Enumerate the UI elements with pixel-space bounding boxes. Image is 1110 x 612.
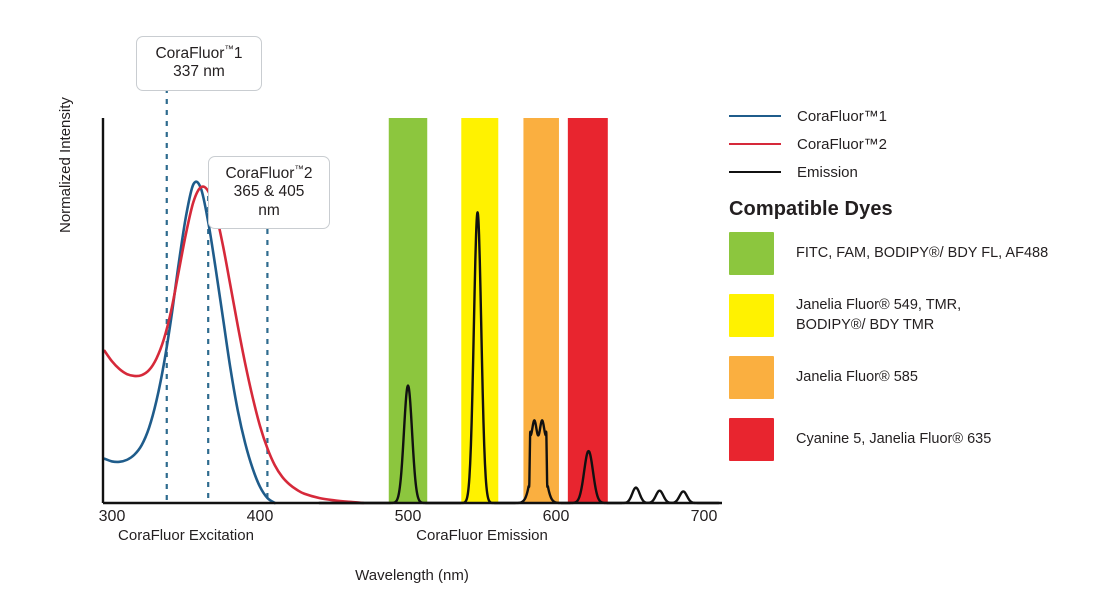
legend-row-2: Emission <box>729 163 1104 181</box>
dye-label-line-1-1: BODIPY®/ BDY TMR <box>796 316 935 333</box>
x-tick-500: 500 <box>394 508 422 525</box>
compatible-dyes-list: FITC, FAM, BODIPY®/ BDY FL, AF488 Janelia… <box>729 232 1104 480</box>
x-tick-700: 700 <box>690 508 718 525</box>
dye-row-0: FITC, FAM, BODIPY®/ BDY FL, AF488 <box>729 232 1104 275</box>
dye-row-1: Janelia Fluor® 549, TMR, BODIPY®/ BDY TMR <box>729 294 1104 337</box>
x-tick-600: 600 <box>542 508 570 525</box>
x-tick-300: 300 <box>98 508 126 525</box>
dye-label-1: Janelia Fluor® 549, TMR, BODIPY®/ BDY TMR <box>796 296 961 334</box>
trademark-icon: ™ <box>294 164 304 175</box>
x-tick-400: 400 <box>246 508 274 525</box>
dye-label-0: FITC, FAM, BODIPY®/ BDY FL, AF488 <box>796 244 1048 263</box>
dye-color-swatch-1 <box>729 294 774 337</box>
trademark-icon: ™ <box>224 44 234 55</box>
dye-color-swatch-3 <box>729 418 774 461</box>
curve-CoraFluor1 <box>103 180 277 505</box>
dye-color-swatch-2 <box>729 356 774 399</box>
legend-line-swatch-2 <box>729 171 781 173</box>
callout-cf2-name: CoraFluor <box>225 165 295 183</box>
y-axis-label: Normalized Intensity <box>57 97 74 233</box>
callout-cf1-suffix: 1 <box>233 45 243 63</box>
curve-CoraFluor2 <box>103 185 365 505</box>
callout-cf1-value: 337 nm <box>173 63 225 81</box>
legend-line-swatch-1 <box>729 143 781 145</box>
callout-cf1-name: CoraFluor <box>155 45 225 63</box>
dye-label-2: Janelia Fluor® 585 <box>796 368 918 387</box>
dye-label-line-0-0: FITC, FAM, BODIPY®/ BDY FL, AF488 <box>796 244 1049 261</box>
callout-corafluor2: CoraFluor™2 365 & 405 nm <box>208 156 330 229</box>
curve-emission <box>318 211 720 505</box>
callout-cf1-title: CoraFluor™1 <box>155 44 243 63</box>
legend-label-0: CoraFluor™1 <box>797 107 888 125</box>
legend-row-0: CoraFluor™1 <box>729 107 1104 125</box>
callout-cf2-value: 365 & 405 nm <box>233 183 305 219</box>
callout-cf2-title: CoraFluor™2 <box>225 164 313 183</box>
legend-label-2: Emission <box>797 163 858 181</box>
dye-row-2: Janelia Fluor® 585 <box>729 356 1104 399</box>
callout-cf2-suffix: 2 <box>303 165 313 183</box>
dye-color-swatch-0 <box>729 232 774 275</box>
dye-row-3: Cyanine 5, Janelia Fluor® 635 <box>729 418 1104 461</box>
x-region-label-1: CoraFluor Emission <box>416 527 548 544</box>
callout-corafluor1: CoraFluor™1 337 nm <box>136 36 262 91</box>
x-region-label-0: CoraFluor Excitation <box>118 527 254 544</box>
dye-label-line-1-0: Janelia Fluor® 549, TMR, <box>796 297 962 314</box>
legend-line-swatch-0 <box>729 115 781 117</box>
legend-row-1: CoraFluor™2 <box>729 135 1104 153</box>
dye-label-3: Cyanine 5, Janelia Fluor® 635 <box>796 430 991 449</box>
emission-band-3 <box>567 118 608 503</box>
dye-label-line-2-0: Janelia Fluor® 585 <box>796 368 918 385</box>
compatible-dyes-title: Compatible Dyes <box>729 198 893 220</box>
series-legend: CoraFluor™1 CoraFluor™2 Emission <box>729 108 1104 192</box>
dye-label-line-3-0: Cyanine 5, Janelia Fluor® 635 <box>796 430 992 447</box>
x-axis-title: Wavelength (nm) <box>355 567 469 584</box>
legend-label-1: CoraFluor™2 <box>797 135 888 153</box>
emission-band-0 <box>388 118 428 503</box>
